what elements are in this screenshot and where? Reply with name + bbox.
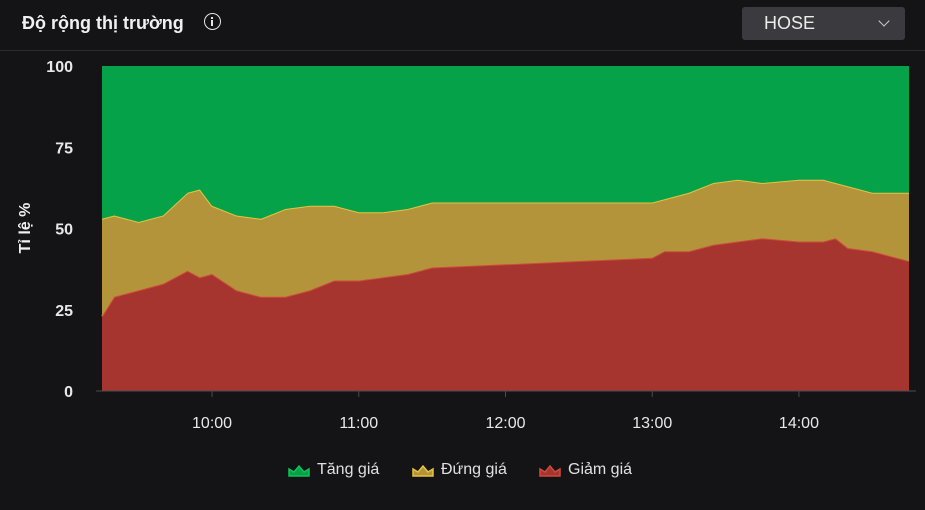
market-breadth-chart: 0 25 50 75 100 10:00 11:00 12:00 13:00 14:00 Tỉ l…	[17, 59, 916, 432]
chart-legend: Tăng giá Đứng giá Giảm giá	[0, 460, 925, 482]
y-tick-label-3: 75	[55, 140, 73, 157]
legend-label: Giảm giá	[568, 461, 633, 478]
x-tick-label-2: 12:00	[485, 415, 525, 432]
legend-swatch-icon	[539, 464, 561, 477]
y-tick-label-2: 50	[55, 222, 73, 239]
x-tick-label-0: 10:00	[192, 415, 232, 432]
legend-label: Tăng giá	[317, 461, 380, 478]
widget-title: Độ rộng thị trường	[22, 13, 184, 33]
header-divider	[0, 50, 925, 51]
legend-label: Đứng giá	[441, 461, 507, 478]
exchange-select-value: HOSE	[764, 13, 816, 33]
x-tick-label-1: 11:00	[339, 415, 378, 432]
y-axis-label: Tỉ lệ %	[17, 203, 34, 254]
chevron-down-icon	[878, 15, 890, 27]
legend-swatch-icon	[288, 464, 310, 477]
series-area-1	[102, 179, 909, 317]
series-area-2	[102, 66, 909, 222]
y-tick-label-4: 100	[46, 59, 73, 76]
legend-swatch-icon	[412, 464, 434, 477]
x-tick-label-4: 14:00	[779, 415, 819, 432]
chart-axes: 0 25 50 75 100 10:00 11:00 12:00 13:00 14:00	[46, 59, 916, 432]
info-circle-icon[interactable]	[204, 13, 221, 30]
y-tick-label-1: 25	[55, 303, 73, 320]
x-tick-label-3: 13:00	[632, 415, 672, 432]
exchange-select[interactable]: HOSE	[742, 7, 905, 40]
series-area-0	[102, 238, 909, 391]
y-tick-label-0: 0	[64, 384, 73, 401]
widget-header: Độ rộng thị trường HOSE	[0, 0, 925, 50]
chart-areas	[101, 66, 910, 391]
